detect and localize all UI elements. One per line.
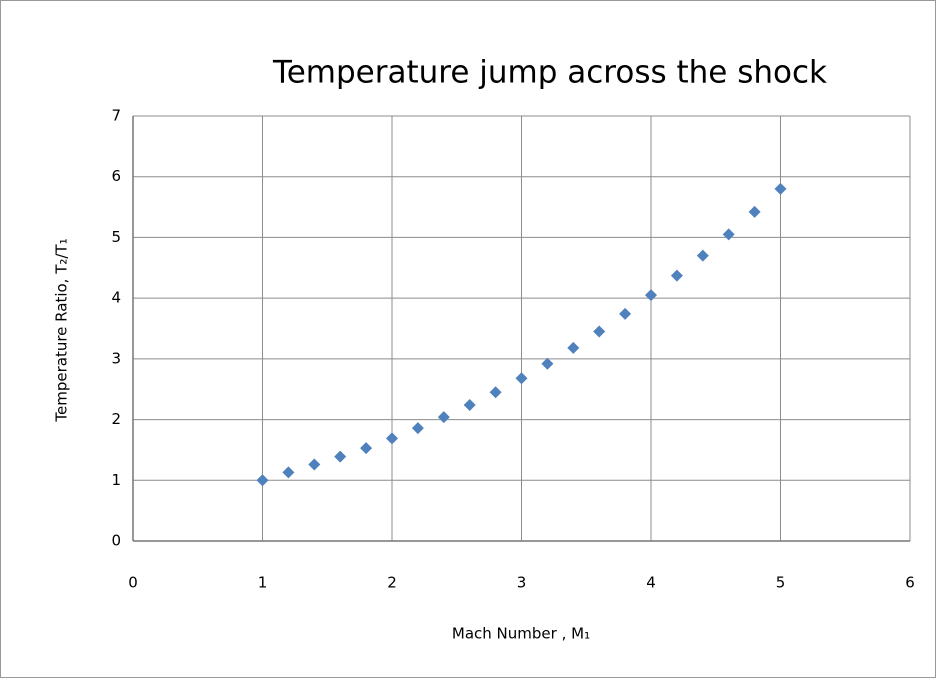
y-axis-label: Temperature Ratio, T₂/T₁	[53, 238, 71, 422]
point	[386, 432, 398, 445]
x-tick-label: 5	[776, 574, 786, 592]
y-tick-label: 6	[111, 167, 121, 185]
point	[670, 269, 683, 282]
x-tick-label: 0	[128, 574, 138, 592]
y-tick-label: 3	[111, 349, 121, 367]
point	[463, 399, 476, 411]
point	[308, 458, 321, 471]
point	[282, 466, 295, 479]
y-tick-label: 2	[111, 410, 121, 428]
point	[645, 289, 657, 302]
point	[515, 372, 528, 385]
x-tick-label: 4	[646, 574, 656, 592]
point	[593, 325, 606, 338]
chart-title: Temperature jump across the shock	[272, 55, 827, 91]
y-tick-label: 5	[111, 228, 121, 246]
y-tick-label: 7	[111, 107, 121, 125]
point	[541, 357, 554, 370]
point	[411, 422, 424, 435]
x-tick-label: 2	[387, 574, 397, 592]
point	[334, 450, 347, 463]
point	[437, 411, 450, 424]
point	[774, 182, 787, 195]
point	[696, 249, 709, 262]
y-tick-label: 0	[111, 532, 121, 550]
x-tick-label: 6	[905, 574, 915, 592]
x-axis-label: Mach Number , M₁	[452, 625, 590, 643]
point	[567, 341, 580, 354]
point	[256, 474, 269, 487]
point	[619, 307, 632, 320]
x-tick-label: 1	[258, 574, 268, 592]
y-tick-label: 1	[111, 471, 121, 489]
y-tick-label: 4	[111, 289, 121, 307]
point	[722, 228, 735, 241]
point	[748, 205, 761, 218]
x-tick-label: 3	[517, 574, 527, 592]
point	[489, 386, 502, 399]
point	[360, 442, 373, 455]
